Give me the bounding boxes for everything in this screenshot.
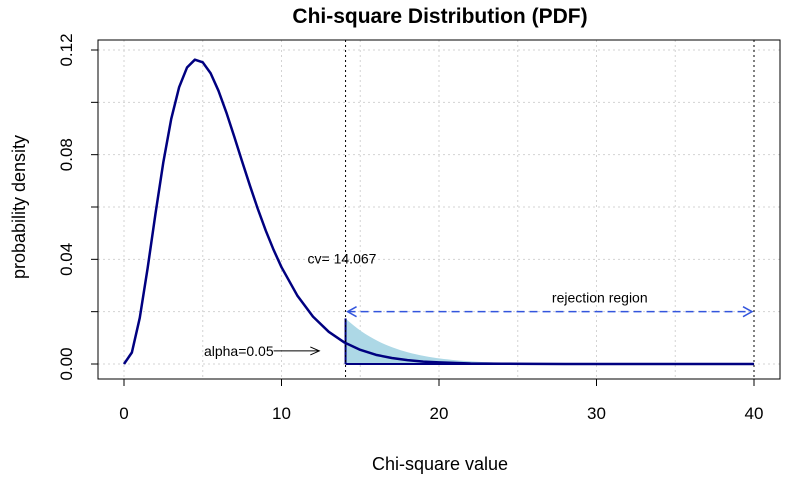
curve-layer	[122, 58, 754, 366]
rejection-region-label: rejection region	[552, 290, 648, 306]
axes: 0 10 20 30 40 0.00 0.04 0.08 0.12	[57, 33, 763, 423]
y-tick-label: 0.12	[57, 33, 76, 66]
y-tick-label: 0.04	[57, 243, 76, 276]
rejection-shade-layer	[344, 318, 754, 365]
pdf-curve	[122, 58, 754, 366]
y-axis-label: probability density	[9, 135, 29, 279]
rejection-region-fill	[345, 318, 754, 364]
rejection-arrow-left-head	[346, 306, 357, 318]
annotation-layer: rejection region cv= 14.067 alpha=0.05	[204, 40, 755, 379]
x-tick-label: 10	[272, 404, 291, 423]
x-tick-label: 40	[745, 404, 764, 423]
alpha-label: alpha=0.05	[204, 343, 274, 359]
alpha-arrow-head	[310, 346, 321, 356]
x-tick-label: 30	[587, 404, 606, 423]
chart-title: Chi-square Distribution (PDF)	[292, 5, 587, 28]
rejection-arrow-right-head	[742, 306, 754, 318]
critical-value-label: cv= 14.067	[308, 250, 377, 266]
x-tick-label: 0	[119, 404, 128, 423]
y-tick-label: 0.00	[57, 347, 76, 380]
x-axis-label: Chi-square value	[372, 454, 508, 474]
x-tick-label: 20	[430, 404, 449, 423]
grid	[98, 40, 780, 379]
y-tick-label: 0.08	[57, 138, 76, 171]
